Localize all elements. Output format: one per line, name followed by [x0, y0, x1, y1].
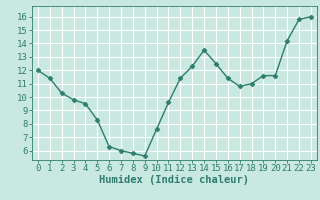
- X-axis label: Humidex (Indice chaleur): Humidex (Indice chaleur): [100, 175, 249, 185]
